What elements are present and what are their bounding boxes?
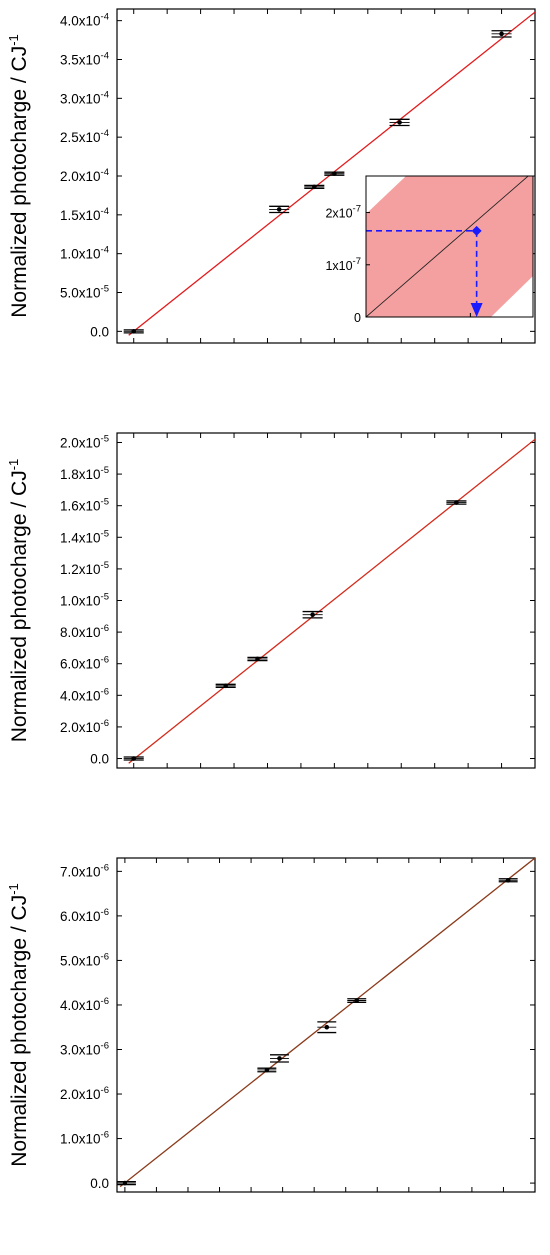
plot-frame [116,432,536,769]
y-tick-label: 1.8x10-5 [60,465,109,482]
y-tick-label: 6.0x10-6 [60,655,109,672]
y-tick-label: 1.2x10-5 [60,560,109,577]
inset-lod-arrow [470,303,483,317]
y-tick-label: 1.4x10-5 [60,528,109,545]
inset-y-tick-label: 2x10-7 [325,204,361,221]
data-layer [123,11,535,336]
data-point [223,683,228,689]
data-point [264,1067,270,1073]
panel-top: 0.0 5.0x10-5 1.0x10-4 1.5x10-4 2.0x10-4 2.5x1… [6,8,536,344]
y-tick-label: 3.5x10-4 [60,50,109,67]
y-tick-label: 4.0x10-6 [60,996,109,1013]
data-point [310,612,315,618]
y-tick-label: 2.0x10-6 [60,1085,109,1102]
y-axis-title: Normalized photocharge / CJ-1 [6,459,31,743]
data-point [277,1056,282,1061]
inset-frame [365,175,534,318]
y-tick-label: 7.0x10-6 [60,862,109,879]
data-layer [117,858,535,1188]
y-tick-label: 5.0x10-5 [60,284,109,301]
data-point [505,877,511,883]
data-layer [123,438,535,764]
y-tick-label: 2.5x10-4 [60,128,109,145]
y-tick-label: 0.0 [90,324,109,339]
y-axis-title: Normalized photocharge / CJ-1 [6,883,31,1167]
y-tick-label: 0.0 [90,1176,109,1191]
data-point [499,31,504,37]
y-tick-label: 3.0x10-6 [60,1040,109,1057]
y-tick-label: 3.0x10-4 [60,89,109,106]
inset-data-layer [366,176,533,317]
y-tick-label: 4.0x10-6 [60,686,109,703]
data-point [332,171,337,176]
y-tick-label: 4.0x10-4 [60,12,109,29]
y-tick-label: 8.0x10-6 [60,623,109,640]
inset-y-tick-label: 1x10-7 [325,256,361,273]
y-tick-label: 1.5x10-4 [60,206,109,223]
data-point [131,329,137,334]
inset-confidence-band [366,176,533,317]
data-point [131,756,137,761]
y-tick-label: 5.0x10-6 [60,951,109,968]
y-tick-label: 2.0x10-4 [60,167,109,184]
data-point [454,500,459,505]
panel-middle: 0.0 2.0x10-6 4.0x10-6 6.0x10-6 8.0x10-6 1.0x1… [6,432,536,769]
y-tick-label: 6.0x10-6 [60,907,109,924]
data-point [276,207,282,212]
y-tick-label: 2.0x10-5 [60,433,109,450]
panel-bottom: 0.0 1.0x10-6 2.0x10-6 3.0x10-6 4.0x10-6 5.0x1… [6,857,536,1193]
data-point [324,1024,330,1030]
y-tick-label: 0.0 [90,752,109,767]
data-point [354,998,360,1003]
y-tick-label: 1.0x10-6 [60,1130,109,1147]
data-point [255,656,260,662]
plot-frame [116,857,536,1193]
inset-fit-line [366,176,529,317]
y-tick-label: 1.6x10-5 [60,497,109,514]
data-point [122,1180,128,1186]
data-point [311,184,317,190]
fit-line [128,438,535,764]
inset-y-tick-label: 0 [354,311,361,325]
inset-lod-marker [471,225,482,236]
inset: 0 1x10-7 2x10-7 [325,175,534,325]
y-axis-title: Normalized photocharge / CJ-1 [6,34,31,318]
y-tick-label: 1.0x10-4 [60,245,109,262]
y-tick-label: 1.0x10-5 [60,592,109,609]
y-tick-label: 2.0x10-6 [60,718,109,735]
data-point [397,120,402,125]
